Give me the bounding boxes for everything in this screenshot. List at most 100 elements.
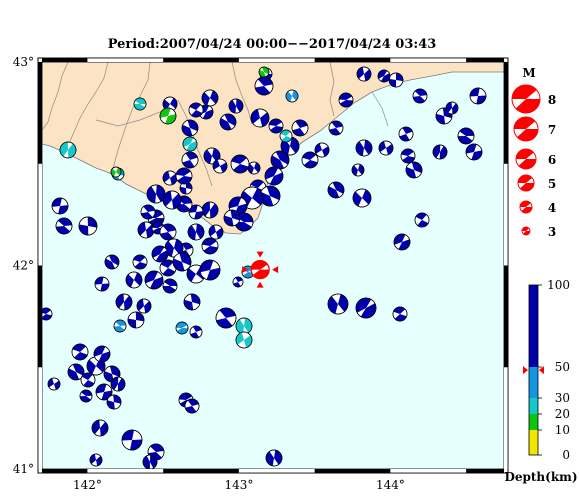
focal-mechanism-24 — [140, 204, 156, 220]
featured-event-mechanism — [250, 259, 270, 280]
frame-top-seg-5 — [390, 58, 467, 62]
focal-mechanism-85 — [457, 127, 475, 145]
focal-mechanism-111 — [121, 429, 143, 451]
focal-mechanism-80 — [393, 233, 411, 251]
featured-event-arrow-1 — [256, 281, 264, 288]
frame-outline-top — [37, 57, 509, 474]
focal-mechanism-77 — [392, 306, 408, 322]
focal-mechanism-100 — [71, 343, 89, 361]
focal-mechanism-42 — [51, 197, 69, 215]
depth-scale-title: Depth(km) — [504, 470, 577, 484]
focal-mechanism-68 — [136, 298, 152, 314]
focal-mechanism-66 — [113, 319, 127, 333]
focal-mechanism-95 — [378, 140, 394, 156]
depth-band-3 — [529, 367, 538, 398]
focal-mechanism-49 — [208, 224, 224, 240]
focal-mechanism-106 — [110, 376, 126, 392]
admin-border-1 — [67, 61, 109, 147]
featured-event-arrow-2 — [242, 266, 249, 274]
focal-mechanism-74 — [232, 276, 244, 288]
frame-bottom-seg-1 — [87, 469, 164, 473]
depth-band-2 — [529, 398, 538, 414]
frame-top-seg-6 — [466, 58, 504, 62]
lat-tick-0: 43° — [13, 55, 34, 69]
focal-mechanism-1 — [254, 76, 274, 96]
frame-bottom-seg-5 — [390, 469, 467, 473]
frame-top-seg-1 — [87, 58, 164, 62]
lon-tick-0: 142° — [73, 478, 102, 492]
focal-mechanism-3 — [250, 108, 270, 128]
frame-bottom-seg-6 — [466, 469, 504, 473]
focal-mechanism-117 — [265, 449, 283, 467]
focal-mechanism-52 — [164, 238, 184, 258]
frame-bottom-seg-2 — [163, 469, 239, 473]
magnitude-legend: M 8 7 6 5 4 3 — [511, 66, 556, 239]
magnitude-entry-4 — [519, 200, 533, 214]
focal-mechanism-13 — [259, 185, 281, 207]
depth-tick-100: 100 — [547, 278, 570, 292]
focal-mechanism-120 — [189, 325, 203, 339]
focal-mechanism-97 — [398, 126, 414, 142]
focal-mechanism-121 — [285, 89, 299, 103]
map-title: Period:2007/04/24 00:00−−2017/04/24 03:4… — [108, 37, 437, 52]
featured-event-arrow-3 — [272, 266, 279, 274]
focal-mechanism-116 — [184, 398, 200, 414]
focal-mechanism-118 — [47, 377, 61, 391]
focal-mechanisms — [39, 66, 487, 470]
focal-mechanism-79 — [352, 188, 372, 208]
magnitude-entry-6 — [515, 148, 537, 170]
focal-mechanism-96 — [400, 148, 416, 164]
focal-mechanism-61 — [199, 259, 221, 281]
depth-tick-50: 50 — [555, 360, 570, 374]
admin-border-4 — [231, 61, 253, 125]
depth-tick-20: 20 — [555, 407, 570, 421]
depth-bar-outline — [528, 284, 539, 456]
frame-left-seg-2 — [38, 163, 42, 266]
magnitude-entry-3 — [521, 226, 531, 236]
focal-mechanism-110 — [91, 419, 109, 437]
depth-marker-left — [523, 366, 528, 375]
frame-left-seg-1 — [38, 265, 42, 368]
frame-top-seg-2 — [163, 58, 239, 62]
focal-mechanism-11 — [264, 166, 284, 186]
focal-mechanism-70 — [215, 307, 237, 329]
focal-mechanism-64 — [115, 293, 133, 311]
focal-mechanism-47 — [159, 223, 177, 241]
frame-left-seg-3 — [38, 62, 42, 164]
magnitude-entry-5 — [517, 174, 535, 192]
focal-mechanism-123 — [279, 129, 293, 143]
focal-mechanism-105 — [103, 365, 121, 383]
focal-mechanism-5 — [291, 119, 309, 137]
frame-bottom-seg-4 — [314, 469, 391, 473]
focal-mechanism-63 — [183, 293, 201, 311]
focal-mechanism-8 — [301, 151, 319, 169]
lat-tick-1: 42° — [13, 259, 34, 273]
admin-border-2 — [111, 61, 151, 173]
focal-mechanism-84 — [465, 143, 483, 161]
focal-mechanism-22 — [162, 190, 182, 210]
focal-mechanism-48 — [187, 223, 205, 241]
focal-mechanism-26 — [162, 170, 178, 186]
focal-mechanism-93 — [328, 120, 344, 136]
focal-mechanism-4 — [268, 118, 284, 134]
focal-mechanism-125 — [110, 166, 122, 178]
frame-right-seg-3 — [504, 62, 508, 164]
focal-mechanism-37 — [162, 96, 178, 112]
focal-mechanism-78 — [327, 181, 345, 199]
focal-mechanism-58 — [159, 259, 177, 277]
focal-mechanism-25 — [146, 184, 166, 204]
frame-top-seg-0 — [42, 58, 88, 62]
depth-band-0 — [529, 430, 538, 455]
focal-mechanism-50 — [201, 237, 219, 255]
map-frame — [37, 57, 509, 474]
focal-mechanism-122 — [182, 136, 198, 152]
focal-mechanism-65 — [94, 276, 110, 292]
focal-mechanism-76 — [355, 297, 377, 319]
focal-mechanism-62 — [162, 278, 178, 294]
focal-mechanism-31 — [230, 154, 250, 174]
focal-mechanism-94 — [355, 139, 373, 157]
featured-event-arrow-0 — [256, 251, 264, 258]
frame-right-seg-1 — [504, 265, 508, 368]
focal-mechanism-99 — [377, 69, 391, 83]
